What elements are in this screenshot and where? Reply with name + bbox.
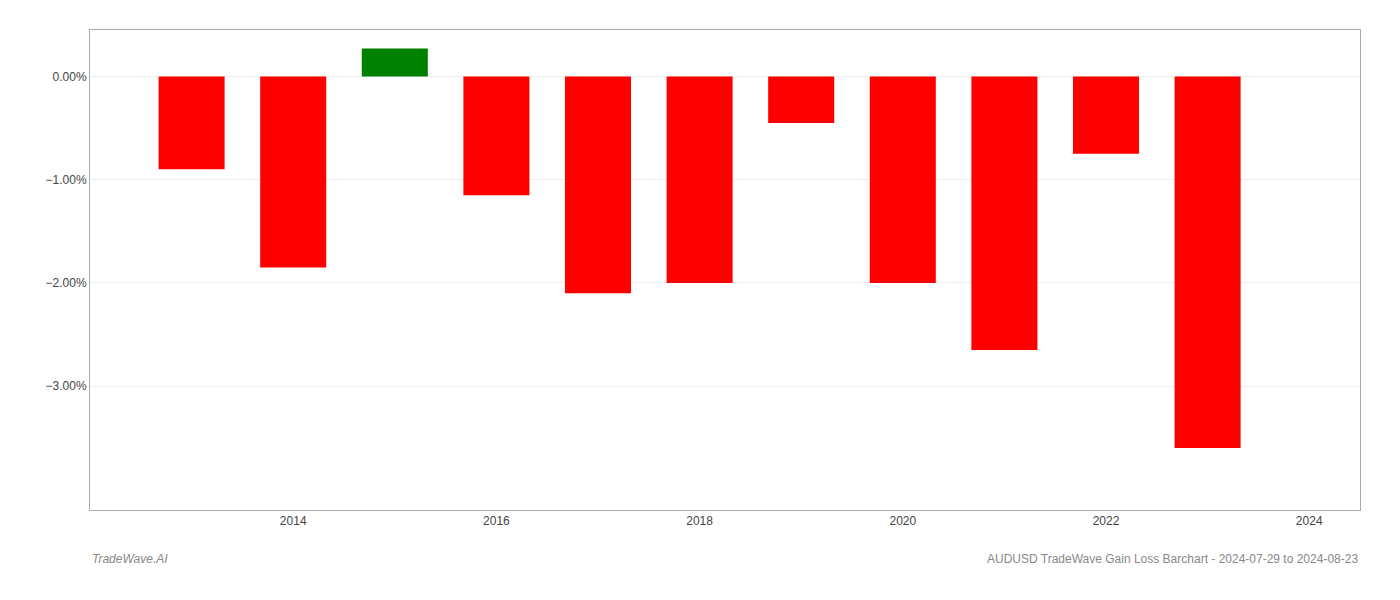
svg-text:2024: 2024 xyxy=(1296,514,1323,528)
svg-text:TradeWave.AI: TradeWave.AI xyxy=(92,552,168,566)
svg-text:0.00%: 0.00% xyxy=(53,70,87,84)
svg-text:2014: 2014 xyxy=(280,514,307,528)
svg-text:2016: 2016 xyxy=(483,514,510,528)
svg-text:−1.00%: −1.00% xyxy=(46,173,87,187)
svg-text:2018: 2018 xyxy=(686,514,713,528)
svg-text:AUDUSD TradeWave Gain Loss Bar: AUDUSD TradeWave Gain Loss Barchart - 20… xyxy=(987,552,1358,566)
svg-text:2022: 2022 xyxy=(1093,514,1120,528)
svg-text:−2.00%: −2.00% xyxy=(46,276,87,290)
svg-text:2020: 2020 xyxy=(889,514,916,528)
svg-text:−3.00%: −3.00% xyxy=(46,379,87,393)
